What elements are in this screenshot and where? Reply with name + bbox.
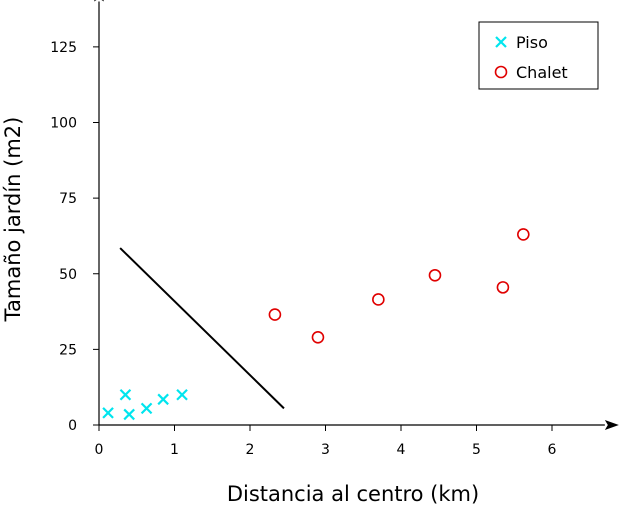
legend-label-piso: Piso xyxy=(516,33,548,52)
data-point-circle xyxy=(268,308,282,321)
data-point-circle xyxy=(428,268,442,282)
data-point-x-stroke-b xyxy=(176,388,188,401)
x-tick-label: 6 xyxy=(548,442,557,458)
data-point-circle xyxy=(311,330,325,344)
data-point-circle xyxy=(517,228,530,241)
legend-label-chalet: Chalet xyxy=(516,63,568,82)
y-tick-label: 125 xyxy=(50,40,77,56)
x-tick-label: 3 xyxy=(321,442,330,458)
data-point-x-stroke-b xyxy=(157,393,169,406)
data-point-circle xyxy=(372,293,385,306)
data-points xyxy=(102,228,530,421)
data-point-x-stroke-b xyxy=(140,402,153,415)
x-ticks: 0 1 2 3 4 5 6 xyxy=(95,425,557,458)
x-tick-label: 0 xyxy=(95,442,104,458)
y-axis-arrow xyxy=(94,0,104,2)
data-point-x-stroke-b xyxy=(119,388,132,401)
legend-marker-chalet xyxy=(494,65,508,79)
legend-marker-shape-stroke-b xyxy=(495,36,507,48)
y-ticks: 0 25 50 75 100 125 xyxy=(50,40,99,434)
y-tick-label: 50 xyxy=(59,267,77,283)
legend-marker-shape xyxy=(494,65,508,79)
y-tick-label: 100 xyxy=(50,116,77,132)
x-tick-label: 5 xyxy=(472,442,481,458)
data-point-x-stroke-b xyxy=(123,408,135,421)
data-point-x-stroke-b xyxy=(102,407,114,419)
data-point-x xyxy=(119,388,132,401)
decision-boundary-line xyxy=(119,247,285,410)
data-point-x xyxy=(176,388,188,401)
x-axis-arrow xyxy=(604,420,619,430)
x-axis-label: Distancia al centro (km) xyxy=(227,482,479,505)
legend-marker-piso xyxy=(495,36,507,48)
x-tick-label: 2 xyxy=(246,442,255,458)
y-axis-label: Tamaño jardín (m2) xyxy=(1,117,25,323)
axes xyxy=(94,0,619,430)
x-tick-label: 1 xyxy=(170,442,179,458)
x-tick-label: 4 xyxy=(397,442,406,458)
data-point-x xyxy=(157,393,169,406)
data-point-x xyxy=(123,408,135,421)
legend: Piso Chalet xyxy=(478,21,599,90)
data-point-circle xyxy=(496,281,510,294)
legend-marker-shape xyxy=(495,36,507,48)
data-point-x xyxy=(102,407,114,419)
data-point-x xyxy=(140,402,153,415)
y-tick-label: 75 xyxy=(59,191,77,207)
y-tick-label: 0 xyxy=(68,418,77,434)
y-tick-label: 25 xyxy=(59,342,77,358)
